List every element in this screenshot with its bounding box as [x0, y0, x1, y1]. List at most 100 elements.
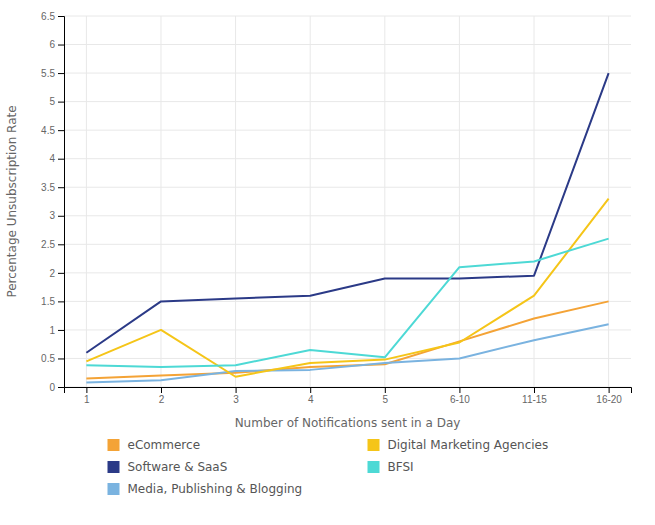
legend-swatch: [108, 483, 120, 495]
grid-line-x: [310, 16, 311, 387]
x-tick: 5: [383, 387, 389, 405]
grid-line-x: [459, 16, 460, 387]
grid-line-x: [86, 16, 87, 387]
x-tick-label: 16-20: [596, 394, 622, 405]
x-tick: 3: [233, 387, 239, 405]
y-tick: 1.5: [41, 296, 64, 307]
y-tick-mark: [58, 387, 64, 388]
y-tick-mark: [58, 102, 64, 103]
y-tick-mark: [58, 130, 64, 131]
lines: [86, 73, 608, 382]
legend: eCommerce Software & SaaS Media, Publishin…: [108, 438, 549, 496]
y-tick-label: 6: [49, 39, 55, 50]
grid-line-x: [608, 16, 609, 387]
x-tick: 1: [84, 387, 90, 405]
x-tick-mark: [161, 387, 162, 393]
grid-line-y: [64, 101, 631, 102]
series-line: [86, 239, 608, 367]
y-tick-label: 5.5: [41, 68, 55, 79]
y-tick-mark: [58, 330, 64, 331]
grid: [64, 16, 631, 387]
y-tick-label: 3: [49, 210, 55, 221]
legend-item: Software & SaaS: [108, 460, 228, 474]
chart: 123456-1011-1516-2000.511.522.533.544.55…: [0, 0, 655, 525]
x-tick-label: 6-10: [450, 394, 470, 405]
legend-swatch: [108, 461, 120, 473]
legend-label: BFSI: [388, 460, 414, 474]
legend-item: eCommerce: [108, 438, 201, 452]
grid-line-y: [64, 130, 631, 131]
legend-label: Digital Marketing Agencies: [388, 438, 549, 452]
legend-swatch: [108, 439, 120, 451]
grid-line-y: [64, 73, 631, 74]
x-tick-mark: [609, 387, 610, 393]
y-tick-label: 1.5: [41, 296, 55, 307]
y-tick: 0: [49, 382, 64, 393]
x-tick-mark: [385, 387, 386, 393]
y-tick-mark: [58, 187, 64, 188]
y-tick-label: 5: [49, 96, 55, 107]
x-tick: 16-20: [596, 387, 622, 405]
x-tick-mark: [459, 387, 460, 393]
grid-line-y: [64, 187, 631, 188]
y-tick-mark: [58, 16, 64, 17]
y-tick-label: 2: [49, 268, 55, 279]
y-tick: 5: [49, 96, 64, 107]
x-tick-mark: [236, 387, 237, 393]
y-tick: 3: [49, 210, 64, 221]
grid-line-x: [384, 16, 385, 387]
x-tick-label: 3: [233, 394, 239, 405]
legend-label: eCommerce: [128, 438, 201, 452]
x-axis: 123456-1011-1516-20: [65, 387, 632, 405]
legend-item: Digital Marketing Agencies: [368, 438, 549, 452]
x-tick-mark: [310, 387, 311, 393]
legend-item: Media, Publishing & Blogging: [108, 482, 303, 496]
x-tick: 6-10: [450, 387, 470, 405]
y-tick-mark: [58, 73, 64, 74]
x-tick: 11-15: [522, 387, 547, 405]
y-tick: 6.5: [41, 11, 64, 22]
grid-line-y: [64, 358, 631, 359]
y-tick: 0.5: [41, 353, 64, 364]
y-axis-line: [58, 17, 65, 388]
legend-swatch: [368, 461, 380, 473]
legend-item: BFSI: [368, 460, 414, 474]
y-tick: 1: [49, 325, 64, 336]
y-tick-label: 4: [49, 153, 55, 164]
y-tick-label: 6.5: [41, 11, 55, 22]
grid-line-x: [160, 16, 161, 387]
y-tick: 4: [49, 153, 64, 164]
y-tick-label: 3.5: [41, 182, 55, 193]
series-line: [86, 73, 608, 353]
y-tick-mark: [58, 216, 64, 217]
grid-line-x: [534, 16, 535, 387]
y-tick-mark: [58, 159, 64, 160]
x-tick-label: 1: [84, 394, 90, 405]
grid-line-x: [235, 16, 236, 387]
x-tick-label: 5: [383, 394, 389, 405]
grid-line-y: [64, 158, 631, 159]
grid-line-y: [64, 272, 631, 273]
y-tick-label: 0.5: [41, 353, 55, 364]
y-tick-label: 1: [49, 325, 55, 336]
plot: 123456-1011-1516-2000.511.522.533.544.55…: [41, 11, 631, 405]
y-axis: 00.511.522.533.544.555.566.5: [41, 11, 64, 393]
x-tick-mark: [86, 387, 87, 393]
grid-line-y: [64, 16, 631, 17]
series-line: [86, 199, 608, 377]
y-axis-title: Percentage Unsubscription Rate: [5, 105, 19, 297]
y-tick-mark: [58, 358, 64, 359]
y-tick-mark: [58, 273, 64, 274]
x-axis-line: [65, 388, 632, 394]
y-tick: 6: [49, 39, 64, 50]
grid-line-y: [64, 215, 631, 216]
x-axis-title: Number of Notifications sent in a Day: [235, 416, 461, 430]
grid-line-y: [64, 44, 631, 45]
grid-line-y: [64, 329, 631, 330]
y-tick-label: 2.5: [41, 239, 55, 250]
x-tick-label: 11-15: [522, 394, 547, 405]
y-tick-label: 0: [49, 382, 55, 393]
y-tick: 2: [49, 268, 64, 279]
x-tick-mark: [534, 387, 535, 393]
x-tick-label: 4: [308, 394, 314, 405]
